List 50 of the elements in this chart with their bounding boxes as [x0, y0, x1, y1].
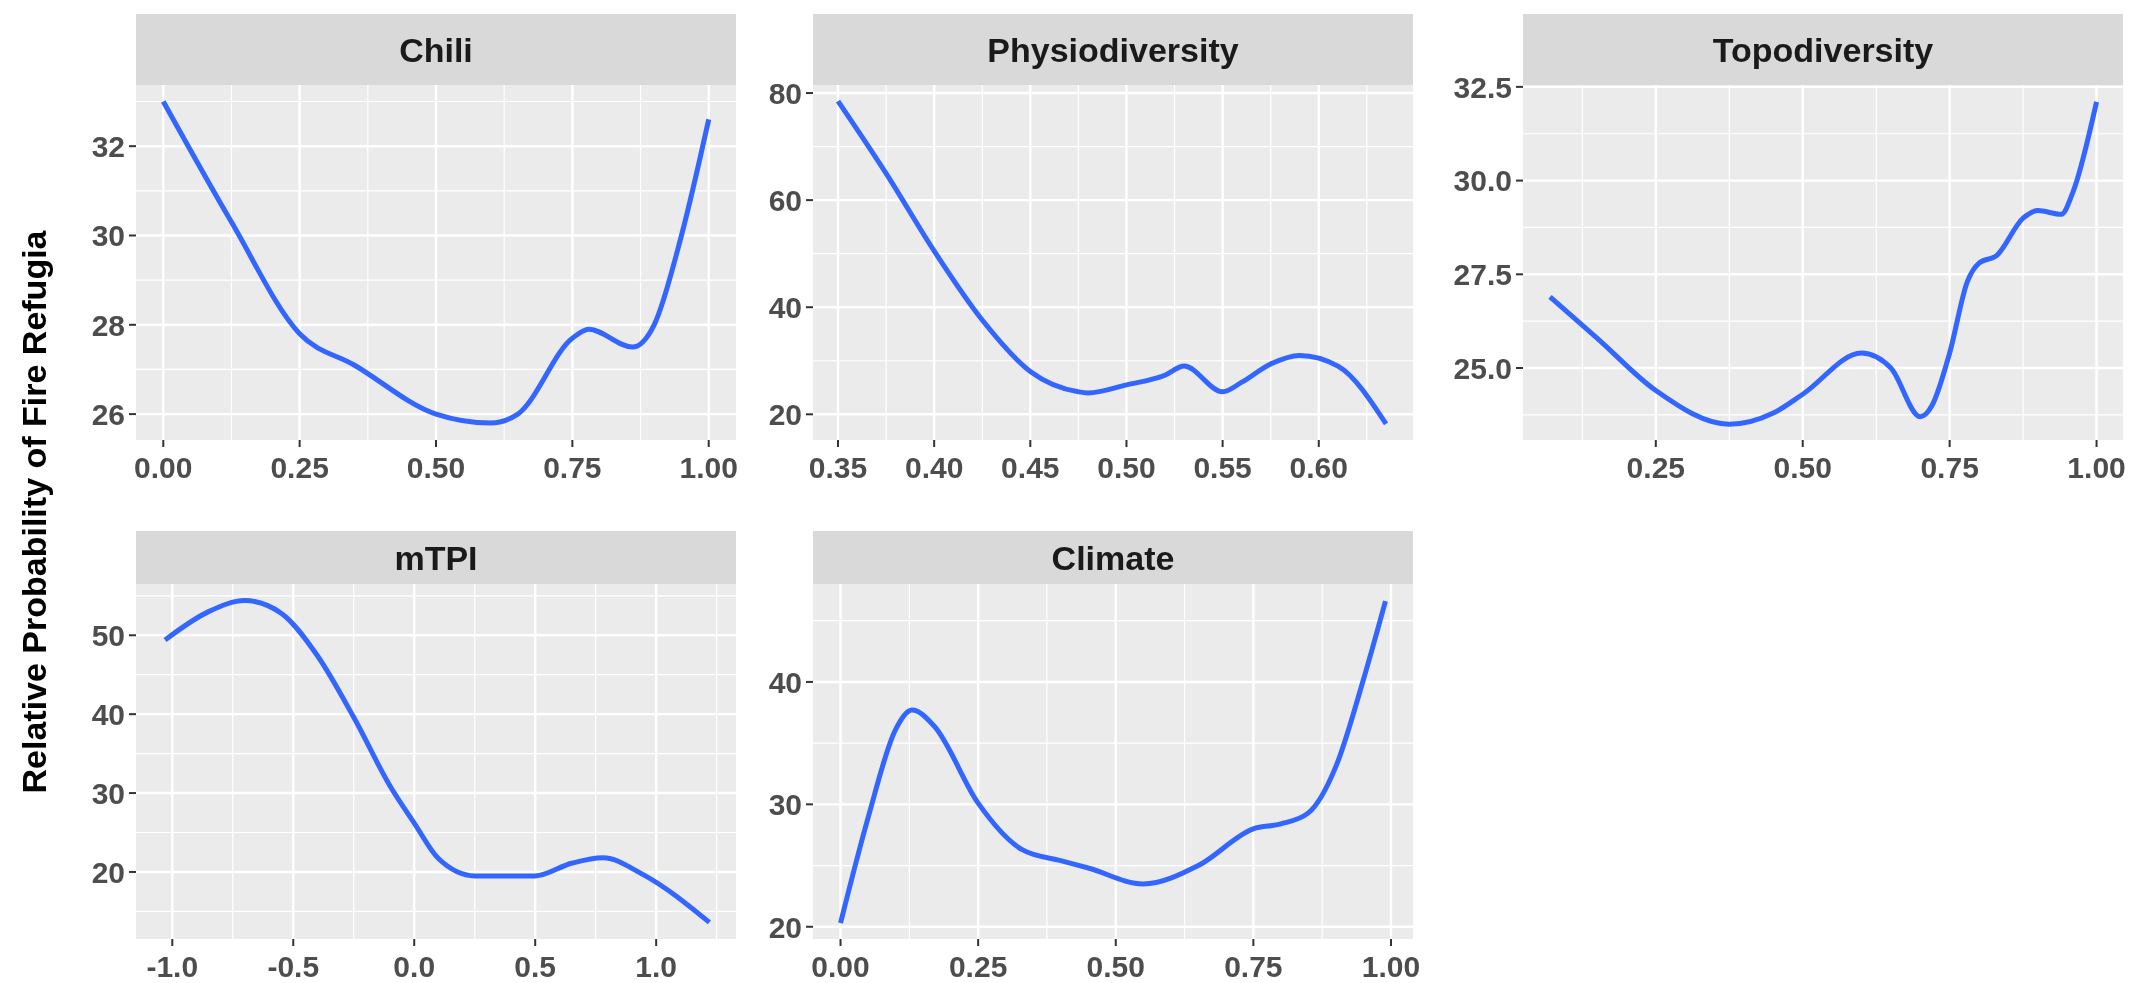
y-tick-label: 40	[768, 291, 802, 325]
y-tick-label: 60	[768, 183, 802, 217]
x-tick-label: 0.40	[904, 451, 964, 484]
chart-title: Chili	[399, 30, 473, 69]
x-tick-label: 0.00	[134, 451, 193, 484]
x-tick-label: 1.00	[2067, 451, 2126, 484]
y-tick-label: 80	[768, 76, 802, 110]
x-tick-label: 0.50	[406, 451, 466, 484]
x-tick-label: 0.50	[1086, 950, 1145, 983]
chart-title: Topodiversity	[1712, 30, 1934, 69]
x-tick-label: 0.75	[543, 451, 602, 484]
x-tick-label: 0.75	[1920, 451, 1979, 484]
x-tick-label: -1.0	[146, 950, 199, 983]
y-tick-label: 40	[768, 665, 802, 699]
x-tick-label: 0.5	[514, 950, 557, 983]
y-tick-label: 32.5	[1453, 70, 1512, 104]
x-tick-label: 0.60	[1289, 451, 1348, 484]
x-tick-label: 0.25	[1626, 451, 1686, 484]
y-tick-label: 20	[91, 855, 125, 889]
x-tick-label: -0.5	[267, 950, 320, 983]
y-tick-label: 20	[768, 910, 802, 944]
x-tick-label: 0.55	[1193, 451, 1252, 484]
x-tick-label: 0.25	[270, 451, 329, 484]
y-tick-label: 30	[91, 776, 125, 810]
y-tick-label: 27.5	[1453, 258, 1512, 292]
y-tick-label: 20	[768, 398, 802, 432]
x-tick-label: 0.75	[1224, 950, 1283, 983]
x-tick-label: 0.35	[808, 451, 868, 484]
x-tick-label: 1.0	[635, 950, 678, 983]
x-tick-label: 0.25	[948, 950, 1008, 983]
y-tick-label: 30	[91, 219, 125, 253]
y-tick-label: 50	[91, 619, 125, 653]
chart-title: mTPI	[394, 538, 478, 577]
x-tick-label: 1.00	[679, 451, 738, 484]
y-tick-label: 26	[91, 397, 125, 431]
chart-title: Climate	[1051, 538, 1175, 577]
x-tick-label: 0.50	[1097, 451, 1156, 484]
x-tick-label: 0.45	[1001, 451, 1060, 484]
y-tick-label: 28	[91, 308, 125, 342]
y-tick-label: 30.0	[1453, 164, 1512, 198]
x-tick-label: 0.50	[1773, 451, 1832, 484]
x-tick-label: 0.00	[811, 950, 870, 983]
chart-title: Physiodiversity	[987, 30, 1239, 69]
y-tick-label: 30	[768, 788, 802, 822]
y-tick-label: 25.0	[1453, 351, 1512, 385]
y-axis-title: Relative Probability of Fire Refugia	[15, 229, 53, 794]
y-tick-label: 32	[91, 129, 125, 163]
x-tick-label: 0.0	[393, 950, 436, 983]
x-tick-label: 1.00	[1361, 950, 1421, 983]
y-tick-label: 40	[91, 697, 125, 731]
